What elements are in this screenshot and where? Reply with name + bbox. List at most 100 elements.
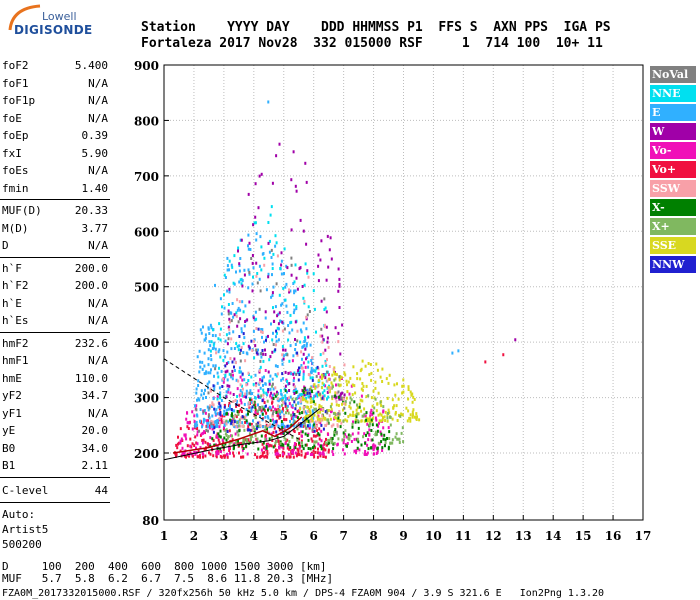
- echo-point: [195, 408, 198, 412]
- echo-point: [207, 408, 210, 412]
- echo-point: [259, 455, 262, 459]
- echo-point: [193, 414, 196, 418]
- echo-point: [345, 396, 348, 400]
- echo-point: [314, 369, 317, 373]
- echo-point: [402, 440, 405, 444]
- echo-point: [273, 392, 276, 396]
- param-label: MUF(D): [2, 204, 42, 217]
- echo-point: [202, 325, 204, 329]
- echo-point: [313, 407, 316, 411]
- echo-point: [337, 331, 340, 335]
- echo-point: [327, 395, 330, 399]
- echo-point: [301, 395, 304, 399]
- echo-point: [278, 428, 281, 432]
- echo-point: [336, 419, 339, 422]
- x-tick-label: 17: [635, 529, 652, 543]
- echo-point: [338, 397, 341, 401]
- echo-point: [197, 449, 200, 453]
- echo-point: [245, 413, 248, 417]
- echo-point: [308, 424, 311, 428]
- echo-point: [321, 381, 324, 385]
- echo-point: [369, 411, 372, 415]
- echo-point: [376, 447, 379, 451]
- echo-point: [280, 378, 283, 382]
- echo-point: [356, 446, 359, 450]
- legend-item: SSW: [650, 180, 696, 197]
- echo-point: [272, 410, 275, 413]
- echo-point: [265, 338, 267, 342]
- echo-point: [372, 389, 375, 393]
- echo-point: [327, 377, 330, 381]
- echo-point: [208, 451, 210, 455]
- echo-point: [324, 373, 327, 376]
- echo-point: [271, 377, 274, 381]
- echo-point: [298, 446, 301, 450]
- echo-point: [225, 412, 228, 416]
- echo-point: [210, 389, 212, 393]
- echo-point: [252, 266, 255, 270]
- echo-point: [337, 340, 340, 344]
- echo-point: [196, 398, 198, 402]
- echo-point: [255, 317, 258, 321]
- echo-point: [391, 398, 394, 402]
- echo-point: [286, 353, 289, 357]
- echo-point: [337, 414, 340, 418]
- echo-point: [331, 395, 334, 399]
- echo-point: [264, 382, 267, 386]
- echo-point: [394, 411, 397, 414]
- echo-point: [237, 320, 240, 324]
- echo-point: [389, 423, 392, 427]
- echo-point: [308, 391, 311, 395]
- echo-point: [284, 384, 287, 388]
- echo-point: [301, 434, 303, 438]
- param-label: foF1p: [2, 94, 36, 107]
- echo-point: [276, 451, 279, 455]
- echo-point: [292, 379, 295, 383]
- echo-point: [199, 360, 201, 364]
- param-separator: [0, 199, 110, 200]
- echo-point: [292, 424, 295, 428]
- echo-point: [242, 424, 245, 428]
- echo-point: [219, 391, 222, 395]
- echo-point: [231, 377, 234, 381]
- echo-point: [356, 437, 359, 441]
- echo-point: [344, 400, 347, 404]
- echo-point: [271, 412, 274, 416]
- echo-point: [209, 344, 212, 348]
- echo-point: [296, 351, 299, 355]
- echo-point: [253, 400, 256, 404]
- echo-point: [355, 415, 358, 419]
- echo-point: [336, 442, 339, 446]
- echo-point: [236, 387, 239, 391]
- echo-point: [247, 247, 250, 251]
- param-row: B1 2.11: [2, 458, 108, 473]
- echo-point: [220, 418, 223, 422]
- echo-point: [249, 428, 252, 432]
- echo-point: [293, 371, 296, 375]
- legend-item: X-: [650, 199, 696, 216]
- echo-point: [236, 324, 239, 328]
- echo-point: [238, 429, 241, 433]
- echo-point: [270, 444, 273, 448]
- echo-point: [265, 446, 268, 450]
- echo-point: [247, 379, 250, 382]
- echo-point: [227, 309, 230, 313]
- echo-point: [376, 368, 379, 372]
- echo-point: [226, 430, 229, 433]
- legend-item: Vo-: [650, 142, 696, 159]
- echo-point: [265, 288, 268, 292]
- echo-point: [279, 441, 282, 445]
- echo-point: [305, 391, 308, 395]
- echo-point: [237, 433, 240, 437]
- traces: [163, 358, 321, 461]
- echo-point: [288, 288, 290, 292]
- echo-point: [272, 405, 274, 409]
- echo-point: [201, 441, 204, 445]
- echo-point: [334, 413, 337, 416]
- echo-point: [306, 424, 309, 428]
- echo-point: [294, 343, 297, 346]
- echo-point: [230, 373, 232, 377]
- echo-point: [215, 450, 218, 454]
- echo-point: [218, 366, 220, 370]
- echo-point: [311, 428, 314, 432]
